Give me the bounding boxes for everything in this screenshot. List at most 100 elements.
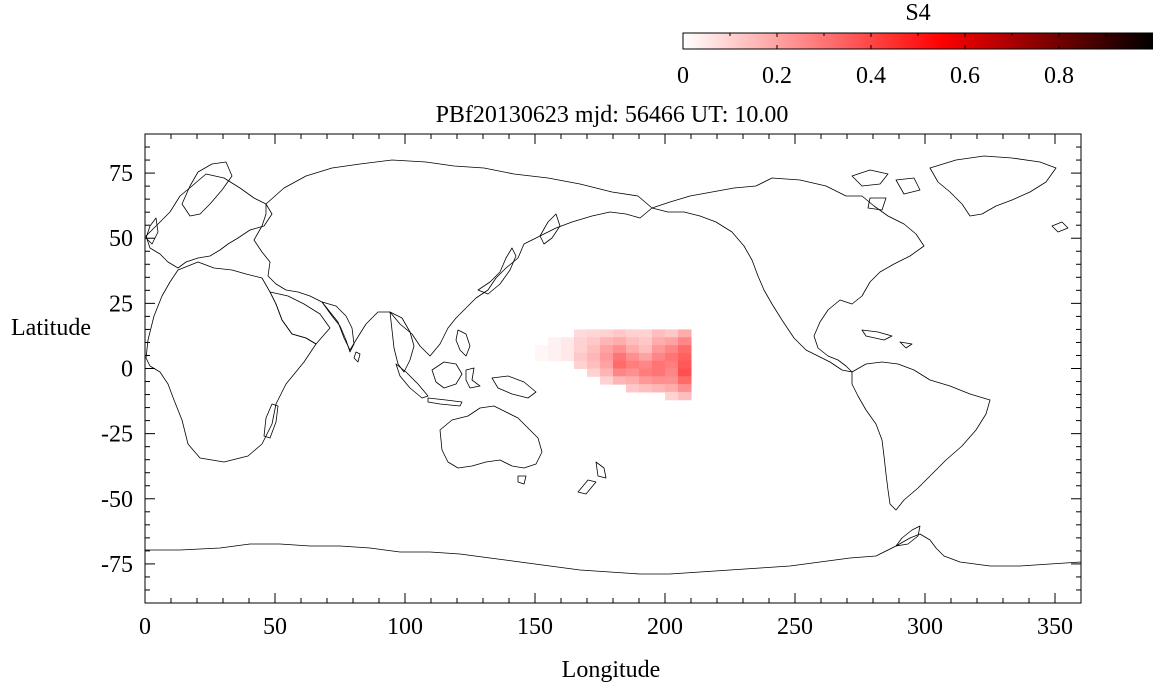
heatmap-cell [587, 345, 601, 354]
heatmap-cell [574, 337, 588, 346]
coastline-iceland [1051, 221, 1069, 233]
heatmap-cell [587, 329, 601, 338]
heatmap-cell [665, 329, 679, 338]
heatmap-cell [574, 329, 588, 338]
heatmap-cell [652, 329, 666, 338]
heatmap-cell [639, 329, 653, 338]
heatmap-cell [652, 345, 666, 354]
coastline-sulawesi [465, 367, 481, 389]
heatmap-cell [561, 352, 575, 362]
x-tick-label: 200 [647, 614, 683, 640]
heatmap-cell [652, 337, 666, 346]
heatmap-cell [678, 337, 692, 346]
coastlines [145, 155, 1082, 575]
heatmap-cell [600, 345, 614, 354]
heatmap-cell [652, 368, 666, 377]
coastline-australia [439, 405, 543, 469]
y-tick-label: -50 [101, 487, 133, 513]
heatmap-cell [652, 376, 666, 385]
heatmap-cell [613, 360, 627, 369]
coastline-india [321, 301, 355, 353]
colorbar-tick-label: 0.4 [856, 63, 886, 89]
heatmap-cell [626, 360, 640, 369]
heatmap-cell [665, 352, 679, 362]
heatmap-cell [626, 345, 640, 354]
colorbar-ticks: 0 0.2 0.4 0.6 0.8 [677, 33, 1107, 89]
coastline-north-america [651, 177, 925, 373]
heatmap-cell [587, 337, 601, 346]
heatmap-cell [613, 368, 627, 377]
heatmap-cell [574, 352, 588, 362]
heatmap-cell [665, 391, 679, 401]
heatmap-cell [639, 337, 653, 346]
heatmap-cell [600, 368, 614, 377]
coastline-newzealand [577, 461, 607, 495]
heatmap-cell [626, 329, 640, 338]
heatmap-cell [639, 368, 653, 377]
heatmap-cell [535, 352, 549, 362]
heatmap-cell [600, 376, 614, 385]
heatmap-cell [665, 384, 679, 393]
colorbar-tick-label: 0 [677, 63, 689, 89]
heatmap-cell [548, 337, 562, 346]
coastline-borneo [431, 361, 463, 389]
heatmap-cell [548, 345, 562, 354]
coastline-java [427, 397, 463, 407]
coastline-antarctica [145, 533, 1082, 575]
heatmap-cell [626, 337, 640, 346]
heatmap-cell [678, 376, 692, 385]
coastline-kamchatka [539, 213, 561, 245]
coastline-arabia [269, 291, 331, 345]
x-tick-label: 100 [387, 614, 423, 640]
coastline-greenland [929, 155, 1057, 217]
coastline-philippines [455, 329, 471, 357]
y-tick-label: -25 [101, 422, 133, 448]
coastline-indochina [389, 311, 415, 373]
heatmap-cell [639, 360, 653, 369]
colorbar: S4 0 0.2 0.4 0.6 0.8 [677, 0, 1153, 89]
heatmap-cell [665, 368, 679, 377]
heatmap-cell [678, 360, 692, 369]
coastline-antarctic-peninsula [895, 525, 921, 547]
heatmap-cell [574, 360, 588, 369]
heatmap-cell [639, 345, 653, 354]
heatmap-cell [652, 360, 666, 369]
heatmap-cell [678, 352, 692, 362]
x-tick-label: 300 [907, 614, 943, 640]
coastline-newguinea [491, 375, 537, 399]
y-tick-label: 75 [109, 161, 133, 187]
heatmap-cell [600, 360, 614, 369]
heatmap-cell [678, 329, 692, 338]
heatmap-cell [613, 352, 627, 362]
coastline-arctic-islands [851, 169, 921, 211]
heatmap-cell [639, 352, 653, 362]
heatmap-cell [587, 352, 601, 362]
coastline-south-america [851, 361, 991, 511]
plot-title: PBf20130623 mjd: 56466 UT: 10.00 [436, 102, 789, 128]
coastline-madagascar [263, 403, 279, 439]
y-axis-ticks: 75 50 25 0 -25 -50 -75 [101, 133, 1081, 604]
heatmap-cell [613, 337, 627, 346]
coastline-srilanka [353, 351, 361, 363]
heatmap-cell [665, 337, 679, 346]
heatmap-cell [561, 345, 575, 354]
x-tick-label: 0 [139, 614, 151, 640]
heatmap-cell [678, 345, 692, 354]
coastline-japan [477, 247, 517, 295]
coastline-sumatra [395, 363, 429, 399]
colorbar-tick-label: 0.6 [950, 63, 980, 89]
colorbar-label: S4 [905, 0, 930, 26]
y-tick-label: 0 [121, 357, 133, 383]
heatmap-cell [600, 352, 614, 362]
heatmap-cell [587, 360, 601, 369]
heatmap-cell [678, 391, 692, 401]
heatmap-cell [678, 384, 692, 393]
x-tick-label: 50 [263, 614, 287, 640]
heatmap-cell [652, 384, 666, 393]
heatmap-cell [600, 329, 614, 338]
heatmap-cell [626, 384, 640, 393]
y-tick-label: -75 [101, 552, 133, 578]
s4-heatmap-cells [535, 329, 692, 401]
heatmap-cell [535, 345, 549, 354]
coastline-caribbean [861, 329, 913, 349]
